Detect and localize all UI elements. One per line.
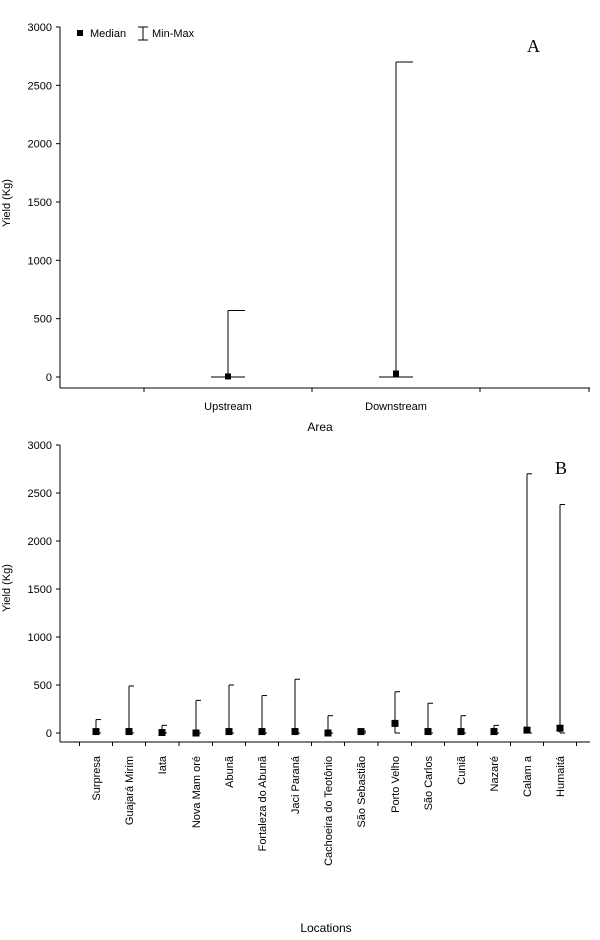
y-tick-label: 500 bbox=[34, 680, 52, 692]
y-tick-label: 2000 bbox=[28, 536, 52, 548]
y-tick-label: 1000 bbox=[28, 632, 52, 644]
x-tick-label: Jaci Paraná bbox=[290, 755, 302, 814]
x-tick-label: Surpresa bbox=[91, 755, 103, 801]
median-marker bbox=[523, 726, 531, 734]
x-tick-label: São Carlos bbox=[423, 756, 435, 811]
x-tick-label: Guajará Mirim bbox=[124, 756, 136, 825]
panel-a-y-ticks: 0 500 1000 1500 2000 2500 3000 bbox=[28, 22, 60, 384]
x-tick-label: Porto Velho bbox=[390, 756, 402, 813]
y-tick-label: 0 bbox=[46, 728, 52, 740]
x-tick-label: Cachoeira do Teotônio bbox=[323, 756, 335, 866]
legend-min-max-marker bbox=[138, 26, 148, 41]
y-tick-label: 0 bbox=[46, 372, 52, 384]
panel-b: 0 500 1000 1500 2000 2500 3000 Surpresa Guajará… bbox=[1, 440, 590, 935]
panel-b-y-axis-title: Yield (Kg) bbox=[1, 564, 13, 612]
panel-b-marks bbox=[92, 473, 565, 737]
median-marker bbox=[457, 728, 465, 736]
x-tick-label: Upstream bbox=[204, 401, 252, 413]
median-marker bbox=[556, 724, 564, 732]
legend-median-marker bbox=[77, 30, 83, 36]
median-marker bbox=[357, 728, 365, 736]
y-tick-label: 3000 bbox=[28, 22, 52, 34]
x-tick-label: Fortaleza do Abunã bbox=[257, 755, 269, 851]
legend-median-label: Median bbox=[90, 28, 126, 40]
y-tick-label: 2000 bbox=[28, 139, 52, 151]
median-marker bbox=[291, 728, 299, 736]
panel-a-x-axis-title: Area bbox=[307, 420, 333, 434]
panel-a-y-axis-title: Yield (Kg) bbox=[1, 179, 13, 227]
panel-a: 0 500 1000 1500 2000 2500 3000 Upstream Downstr… bbox=[1, 22, 590, 434]
legend: Median Min-Max bbox=[77, 26, 195, 41]
x-tick-label: Humaitá bbox=[555, 755, 567, 797]
y-tick-label: 2500 bbox=[28, 488, 52, 500]
x-tick-label: Cuniã bbox=[456, 755, 468, 785]
median-marker bbox=[225, 728, 233, 736]
x-tick-label: São Sebastião bbox=[356, 756, 368, 828]
panel-a-x-ticks: Upstream Downstream bbox=[143, 388, 590, 413]
panel-b-letter: B bbox=[555, 458, 567, 478]
median-marker bbox=[324, 729, 332, 737]
x-tick-label: Abunã bbox=[224, 755, 236, 788]
panel-b-x-ticks: Surpresa Guajará Mirim Iata Nova Mam oré Abu… bbox=[79, 742, 577, 866]
median-marker bbox=[125, 728, 133, 736]
median-marker bbox=[92, 728, 100, 736]
median-marker bbox=[424, 728, 432, 736]
panel-b-x-axis-title: Locations bbox=[300, 921, 351, 935]
median-marker bbox=[490, 728, 498, 736]
y-tick-label: 1500 bbox=[28, 197, 52, 209]
median-marker bbox=[192, 729, 200, 737]
median-marker bbox=[258, 728, 266, 736]
y-tick-label: 500 bbox=[34, 314, 52, 326]
y-tick-label: 1000 bbox=[28, 255, 52, 267]
median-marker bbox=[225, 373, 231, 380]
x-tick-label: Nazaré bbox=[489, 756, 501, 791]
panel-b-y-ticks: 0 500 1000 1500 2000 2500 3000 bbox=[28, 440, 60, 740]
median-marker bbox=[391, 719, 399, 727]
median-marker bbox=[158, 729, 166, 737]
x-tick-label: Downstream bbox=[365, 401, 427, 413]
legend-min-max-label: Min-Max bbox=[152, 28, 195, 40]
x-tick-label: Nova Mam oré bbox=[191, 756, 203, 828]
x-tick-label: Iata bbox=[157, 755, 169, 774]
panel-a-letter: A bbox=[527, 36, 540, 56]
y-tick-label: 1500 bbox=[28, 584, 52, 596]
panel-a-marks bbox=[211, 61, 413, 380]
y-tick-label: 2500 bbox=[28, 80, 52, 92]
y-tick-label: 3000 bbox=[28, 440, 52, 452]
x-tick-label: Calam a bbox=[522, 755, 534, 797]
median-marker bbox=[393, 370, 399, 377]
